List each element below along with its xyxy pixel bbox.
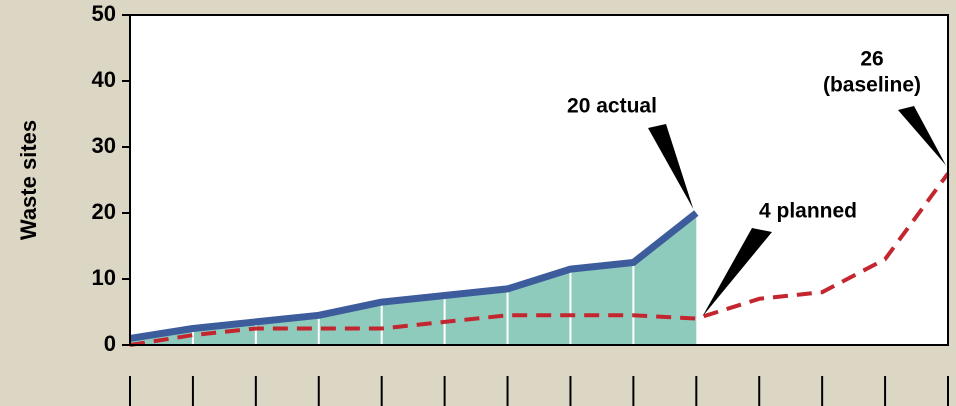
plot-frame: [129, 14, 949, 346]
annotation-pointer: [648, 124, 694, 209]
annotation-pointer: [702, 228, 772, 317]
line-planned: [129, 172, 950, 347]
line-actual: [129, 210, 699, 342]
annotation: (baseline): [823, 74, 921, 97]
area: [130, 213, 697, 345]
y-tick-label: 30: [92, 133, 116, 158]
y-tick-label: 20: [92, 199, 116, 224]
y-tick-label: 0: [104, 331, 116, 356]
y-tick-label: 40: [92, 67, 116, 92]
annotation: 26: [860, 48, 883, 71]
y-axis-label: Waste sites: [16, 120, 41, 240]
y-tick-label: 10: [92, 265, 116, 290]
annotation: 4 planned: [759, 200, 857, 223]
annotation-pointer: [898, 106, 946, 166]
y-tick-label: 50: [92, 1, 116, 26]
annotation: 20 actual: [567, 95, 657, 118]
